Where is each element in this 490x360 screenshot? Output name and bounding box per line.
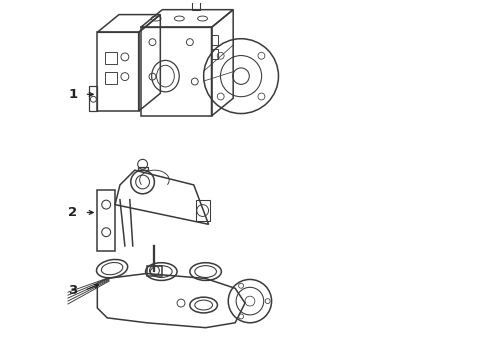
- Text: 3: 3: [69, 284, 77, 297]
- Text: 2: 2: [69, 206, 77, 219]
- Text: 1: 1: [69, 88, 77, 101]
